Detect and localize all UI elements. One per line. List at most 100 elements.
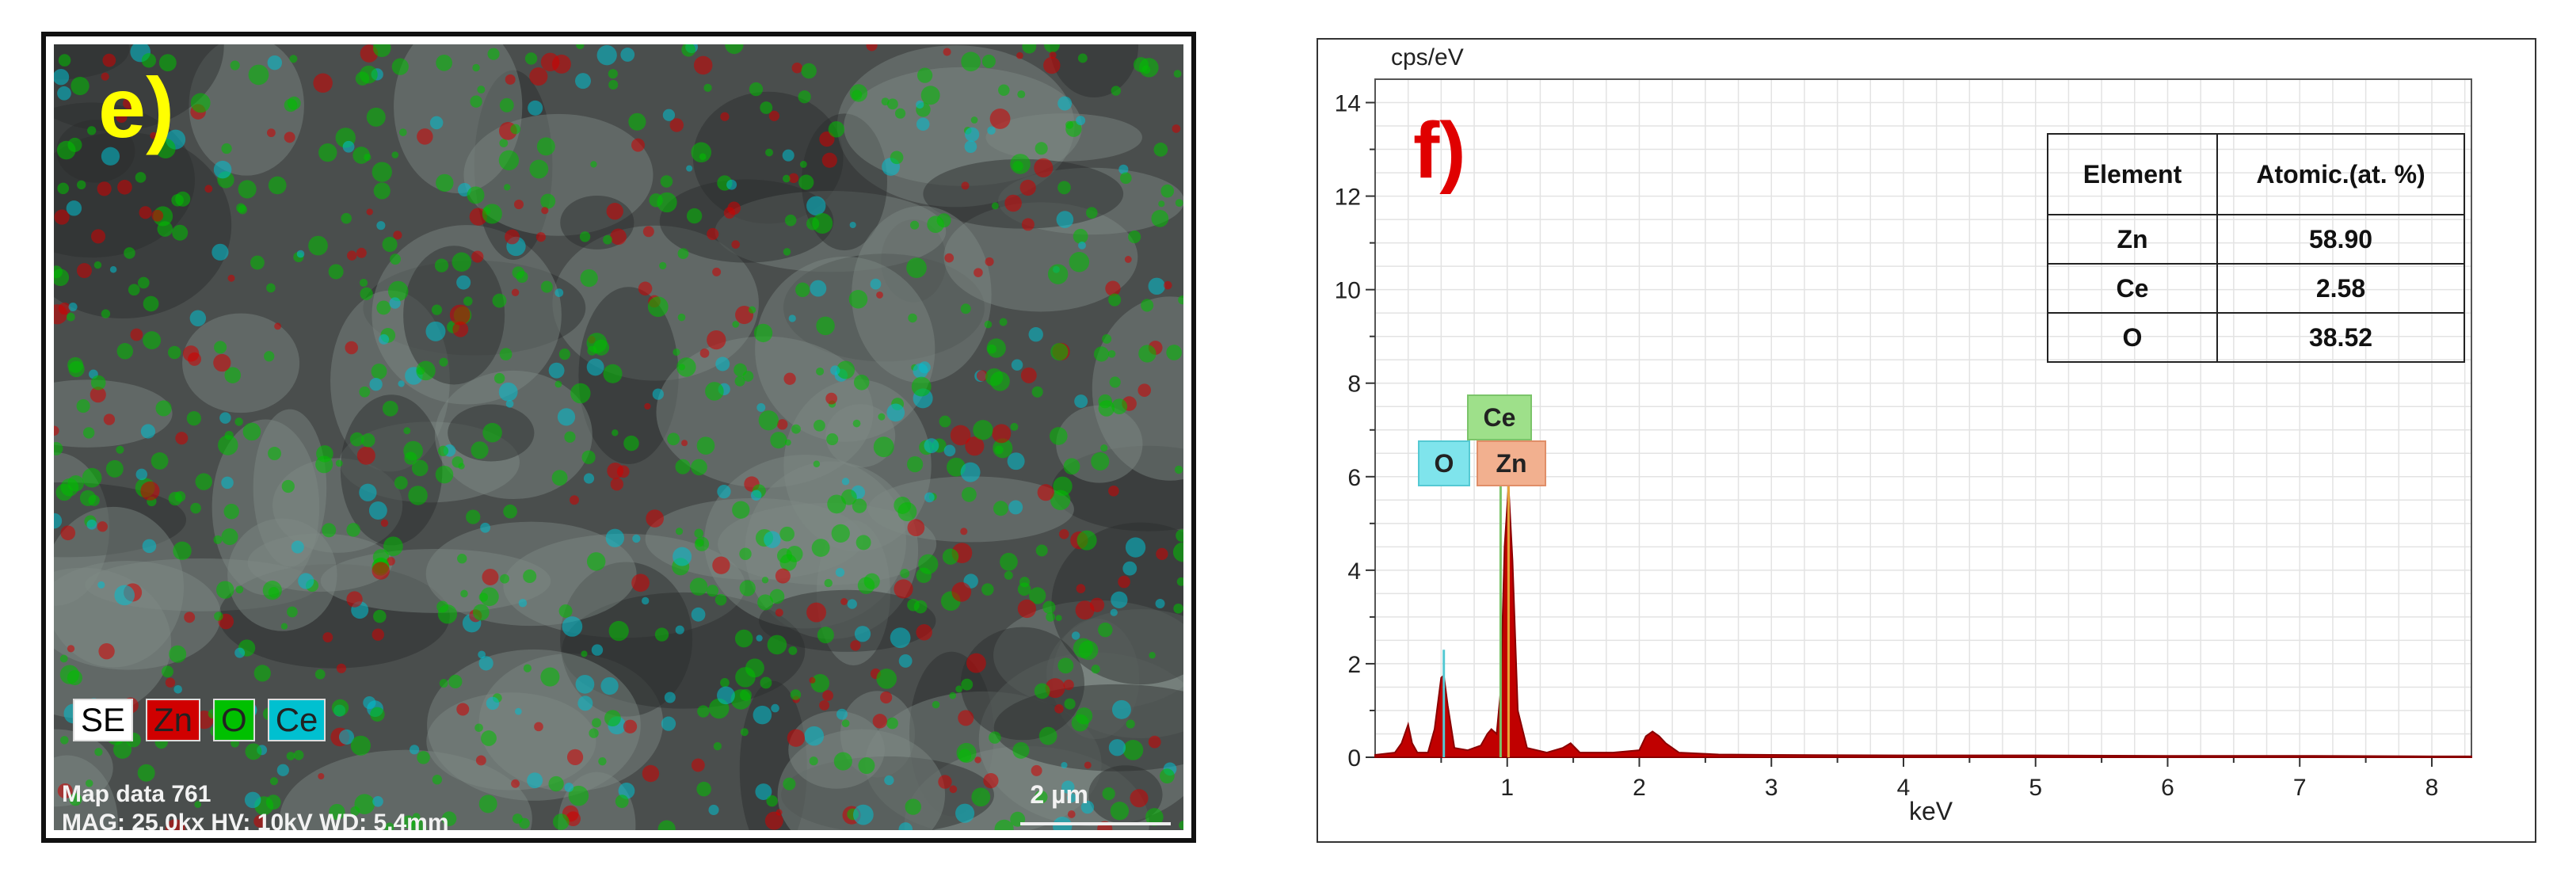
map-element-dot <box>631 138 645 152</box>
map-element-dot <box>216 581 234 599</box>
map-element-dot <box>499 97 514 112</box>
map-element-dot <box>696 781 711 797</box>
map-element-dot <box>894 108 906 119</box>
map-element-dot <box>391 58 409 75</box>
map-element-dot <box>764 811 783 830</box>
map-element-dot <box>393 231 402 240</box>
map-element-dot <box>1069 251 1090 272</box>
map-element-dot <box>1100 444 1108 452</box>
map-element-dot <box>493 372 505 384</box>
map-element-dot <box>924 438 939 454</box>
map-element-dot <box>849 221 856 229</box>
map-element-dot <box>554 380 562 388</box>
map-element-dot <box>350 735 371 756</box>
map-element-dot <box>591 644 604 656</box>
map-element-dot <box>989 731 1001 744</box>
table-cell-value: 2.58 <box>2216 263 2465 314</box>
table-cell-element: Ce <box>2047 263 2218 314</box>
peak-tag-o: O <box>1418 440 1470 486</box>
map-element-dot <box>472 604 490 621</box>
map-element-dot <box>646 509 664 528</box>
map-element-dot <box>436 55 452 71</box>
map-texture-blob <box>755 257 936 442</box>
map-element-dot <box>739 580 756 596</box>
map-element-dot <box>576 44 585 50</box>
map-element-dot <box>1158 200 1165 208</box>
map-element-dot <box>916 624 932 641</box>
map-element-dot <box>1063 458 1080 475</box>
map-element-dot <box>1080 800 1095 814</box>
map-element-dot <box>596 45 617 66</box>
map-element-dot <box>439 679 448 688</box>
map-element-dot <box>950 425 971 446</box>
map-element-dot <box>97 181 112 196</box>
map-element-dot <box>372 628 384 641</box>
map-element-dot <box>707 227 719 241</box>
map-element-dot <box>511 288 520 296</box>
map-element-dot <box>552 814 570 830</box>
map-element-dot <box>536 137 555 156</box>
map-element-dot <box>274 322 281 330</box>
map-element-dot <box>755 783 772 800</box>
map-element-dot <box>907 598 920 612</box>
map-element-dot <box>960 462 981 482</box>
map-element-dot <box>1176 529 1183 543</box>
map-element-dot <box>480 522 491 533</box>
map-element-dot <box>575 674 595 694</box>
map-element-dot <box>387 280 409 302</box>
map-element-dot <box>675 625 684 634</box>
map-element-dot <box>172 224 189 241</box>
map-element-dot <box>137 276 150 289</box>
map-element-dot <box>477 86 486 94</box>
map-element-dot <box>474 723 483 733</box>
map-element-dot <box>529 67 548 86</box>
map-element-dot <box>359 483 377 501</box>
map-element-dot <box>705 382 724 401</box>
map-element-dot <box>647 296 669 318</box>
map-element-dot <box>276 764 289 776</box>
map-element-dot <box>68 302 78 312</box>
map-element-dot <box>234 417 243 426</box>
map-element-dot <box>551 470 568 486</box>
map-element-dot <box>408 486 428 505</box>
map-element-dot <box>54 68 70 86</box>
map-element-dot <box>1076 584 1086 593</box>
map-element-dot <box>1179 820 1183 830</box>
map-element-dot <box>873 436 894 458</box>
map-element-dot <box>296 250 305 258</box>
map-element-dot <box>678 364 685 371</box>
map-texture-blob <box>909 651 994 817</box>
map-element-dot <box>76 398 90 413</box>
map-element-dot <box>798 90 811 104</box>
map-element-dot <box>1108 485 1119 497</box>
map-element-dot <box>298 573 314 589</box>
map-element-dot <box>112 740 132 759</box>
map-element-dot <box>293 749 304 760</box>
map-element-dot <box>717 484 731 499</box>
map-element-dot <box>161 665 173 678</box>
map-element-dot <box>583 473 595 484</box>
map-element-dot <box>103 413 116 425</box>
map-element-dot <box>1066 793 1077 803</box>
map-element-dot <box>456 703 470 716</box>
map-texture-blob <box>1088 765 1163 825</box>
map-element-dot <box>828 120 845 138</box>
map-element-dot <box>409 745 420 755</box>
map-element-dot <box>1149 652 1156 659</box>
map-element-dot <box>1049 51 1057 59</box>
map-element-dot <box>541 207 549 215</box>
map-element-dot <box>1054 704 1064 714</box>
map-element-dot <box>151 209 164 222</box>
map-element-dot <box>916 100 924 109</box>
map-element-dot <box>657 820 676 830</box>
map-element-dot <box>973 420 993 440</box>
map-texture-blob <box>777 729 946 830</box>
map-element-dot <box>373 182 391 200</box>
map-element-dot <box>478 593 489 602</box>
map-element-dot <box>412 813 421 821</box>
map-element-dot <box>693 55 713 75</box>
y-tick-label: 12 <box>1335 185 1361 211</box>
map-element-dot <box>1110 802 1130 821</box>
map-element-dot <box>452 321 469 337</box>
